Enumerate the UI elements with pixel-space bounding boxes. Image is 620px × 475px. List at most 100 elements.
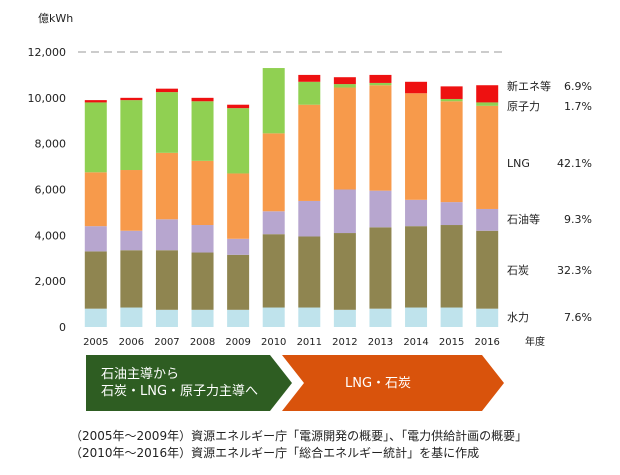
- bar-segment: [262, 211, 285, 235]
- bar-segment: [84, 100, 107, 103]
- bar-segment: [191, 97, 214, 102]
- bar-segment: [298, 200, 321, 237]
- bar-segment: [191, 309, 214, 327]
- bar-segment: [405, 81, 428, 94]
- bar-segment: [333, 87, 356, 190]
- bar-segment: [405, 307, 428, 327]
- legend-label: 原子力: [507, 100, 540, 113]
- x-tick-label: 2006: [119, 337, 144, 348]
- x-tick-label: 2013: [368, 337, 393, 348]
- bar-segment: [84, 102, 107, 173]
- arrow-left-label-1: 石油主導から: [101, 367, 180, 382]
- bar-segment: [440, 101, 463, 203]
- bar-segment: [298, 236, 321, 308]
- arrow-right: [282, 355, 504, 411]
- y-tick-label: 0: [59, 321, 66, 334]
- bar-segment: [191, 225, 214, 253]
- x-tick-label: 2014: [403, 337, 428, 348]
- bar-segment: [333, 233, 356, 310]
- bar-segment: [191, 101, 214, 161]
- bar-segment: [120, 230, 143, 251]
- bar-segment: [476, 230, 499, 309]
- x-tick-label: 2012: [332, 337, 357, 348]
- legend-share: 32.3%: [557, 264, 592, 277]
- y-tick-label: 10,000: [28, 92, 67, 105]
- x-tick-label: 2008: [190, 337, 215, 348]
- legend: 新エネ等 6.9% 原子力 1.7% LNG 42.1% 石油等 9.3% 石炭 32.3% 水力 7…: [507, 79, 592, 324]
- bar-segment: [155, 88, 178, 93]
- bar-segment: [155, 250, 178, 310]
- y-axis: 0 2,000 4,000 6,000 8,000 10,000 12,000: [28, 46, 67, 334]
- bar-segment: [298, 307, 321, 327]
- bar-segment: [405, 199, 428, 227]
- bar-segment: [120, 97, 143, 101]
- bar-segment: [120, 307, 143, 327]
- bar-segment: [155, 92, 178, 153]
- bar-segment: [120, 250, 143, 308]
- x-tick-label: 2007: [154, 337, 179, 348]
- bar-segment: [476, 208, 499, 231]
- legend-share: 42.1%: [557, 157, 592, 170]
- source-note-2: （2010年～2016年）資源エネルギー庁「総合エネルギー統計」を基に作成: [70, 446, 480, 460]
- bar-segment: [298, 74, 321, 82]
- bar-segment: [191, 160, 214, 226]
- bar-segment: [405, 93, 428, 200]
- bar-segment: [84, 172, 107, 227]
- x-tick-label: 2005: [83, 337, 108, 348]
- x-tick-label: 2010: [261, 337, 286, 348]
- y-tick-label: 2,000: [35, 275, 67, 288]
- x-tick-label: 2011: [297, 337, 322, 348]
- bar-segment: [120, 170, 143, 231]
- bar-segment: [227, 254, 250, 310]
- bar-segment: [155, 309, 178, 327]
- bar-segment: [369, 74, 392, 83]
- x-tick-label: 2015: [439, 337, 464, 348]
- bar-segment: [440, 225, 463, 308]
- bar-segment: [227, 104, 250, 109]
- bar-segment: [333, 309, 356, 327]
- bar-segment: [262, 68, 285, 134]
- legend-share: 7.6%: [564, 311, 592, 324]
- legend-share: 1.7%: [564, 100, 592, 113]
- bar-segment: [227, 108, 250, 174]
- bar-segment: [440, 307, 463, 327]
- bar-segment: [298, 104, 321, 201]
- bar-segment: [440, 202, 463, 226]
- bar-segment: [369, 190, 392, 228]
- bar-segment: [440, 86, 463, 99]
- bar-segment: [262, 234, 285, 308]
- bar-segment: [227, 309, 250, 327]
- bar-segment: [227, 238, 250, 255]
- bar-segment: [262, 307, 285, 327]
- bar-segment: [191, 252, 214, 310]
- y-unit-label: 億kWh: [38, 12, 73, 25]
- bar-segment: [369, 82, 392, 86]
- bar-segment: [476, 308, 499, 327]
- x-unit-label: 年度: [525, 335, 545, 348]
- x-tick-label: 2016: [474, 337, 499, 348]
- bar-segment: [84, 251, 107, 309]
- bar-segment: [333, 189, 356, 234]
- bar-segment: [155, 219, 178, 251]
- legend-label: 石油等: [507, 212, 540, 226]
- legend-label: LNG: [507, 157, 530, 170]
- bar-segment: [333, 84, 356, 88]
- arrow-right-label: LNG・石炭: [345, 376, 412, 391]
- legend-share: 6.9%: [564, 80, 592, 93]
- bar-segment: [262, 133, 285, 212]
- bar-segment: [369, 85, 392, 191]
- bar-segment: [227, 173, 250, 239]
- x-axis: 2005 2006 2007 2008 2009 2010 2011 2012 2013 2014…: [83, 337, 500, 348]
- bar-segment: [84, 226, 107, 252]
- bar-segment: [405, 226, 428, 308]
- bar-segment: [84, 308, 107, 327]
- legend-share: 9.3%: [564, 213, 592, 226]
- x-tick-label: 2009: [225, 337, 250, 348]
- source-note-1: （2005年～2009年）資源エネルギー庁「電源開発の概要」、「電力供給計画の概…: [70, 429, 528, 443]
- legend-label: 水力: [507, 311, 529, 324]
- arrow-left: [86, 355, 292, 411]
- bar-segment: [369, 308, 392, 327]
- bar-segment: [333, 77, 356, 85]
- bar-segment: [155, 152, 178, 220]
- bar-segment: [476, 85, 499, 103]
